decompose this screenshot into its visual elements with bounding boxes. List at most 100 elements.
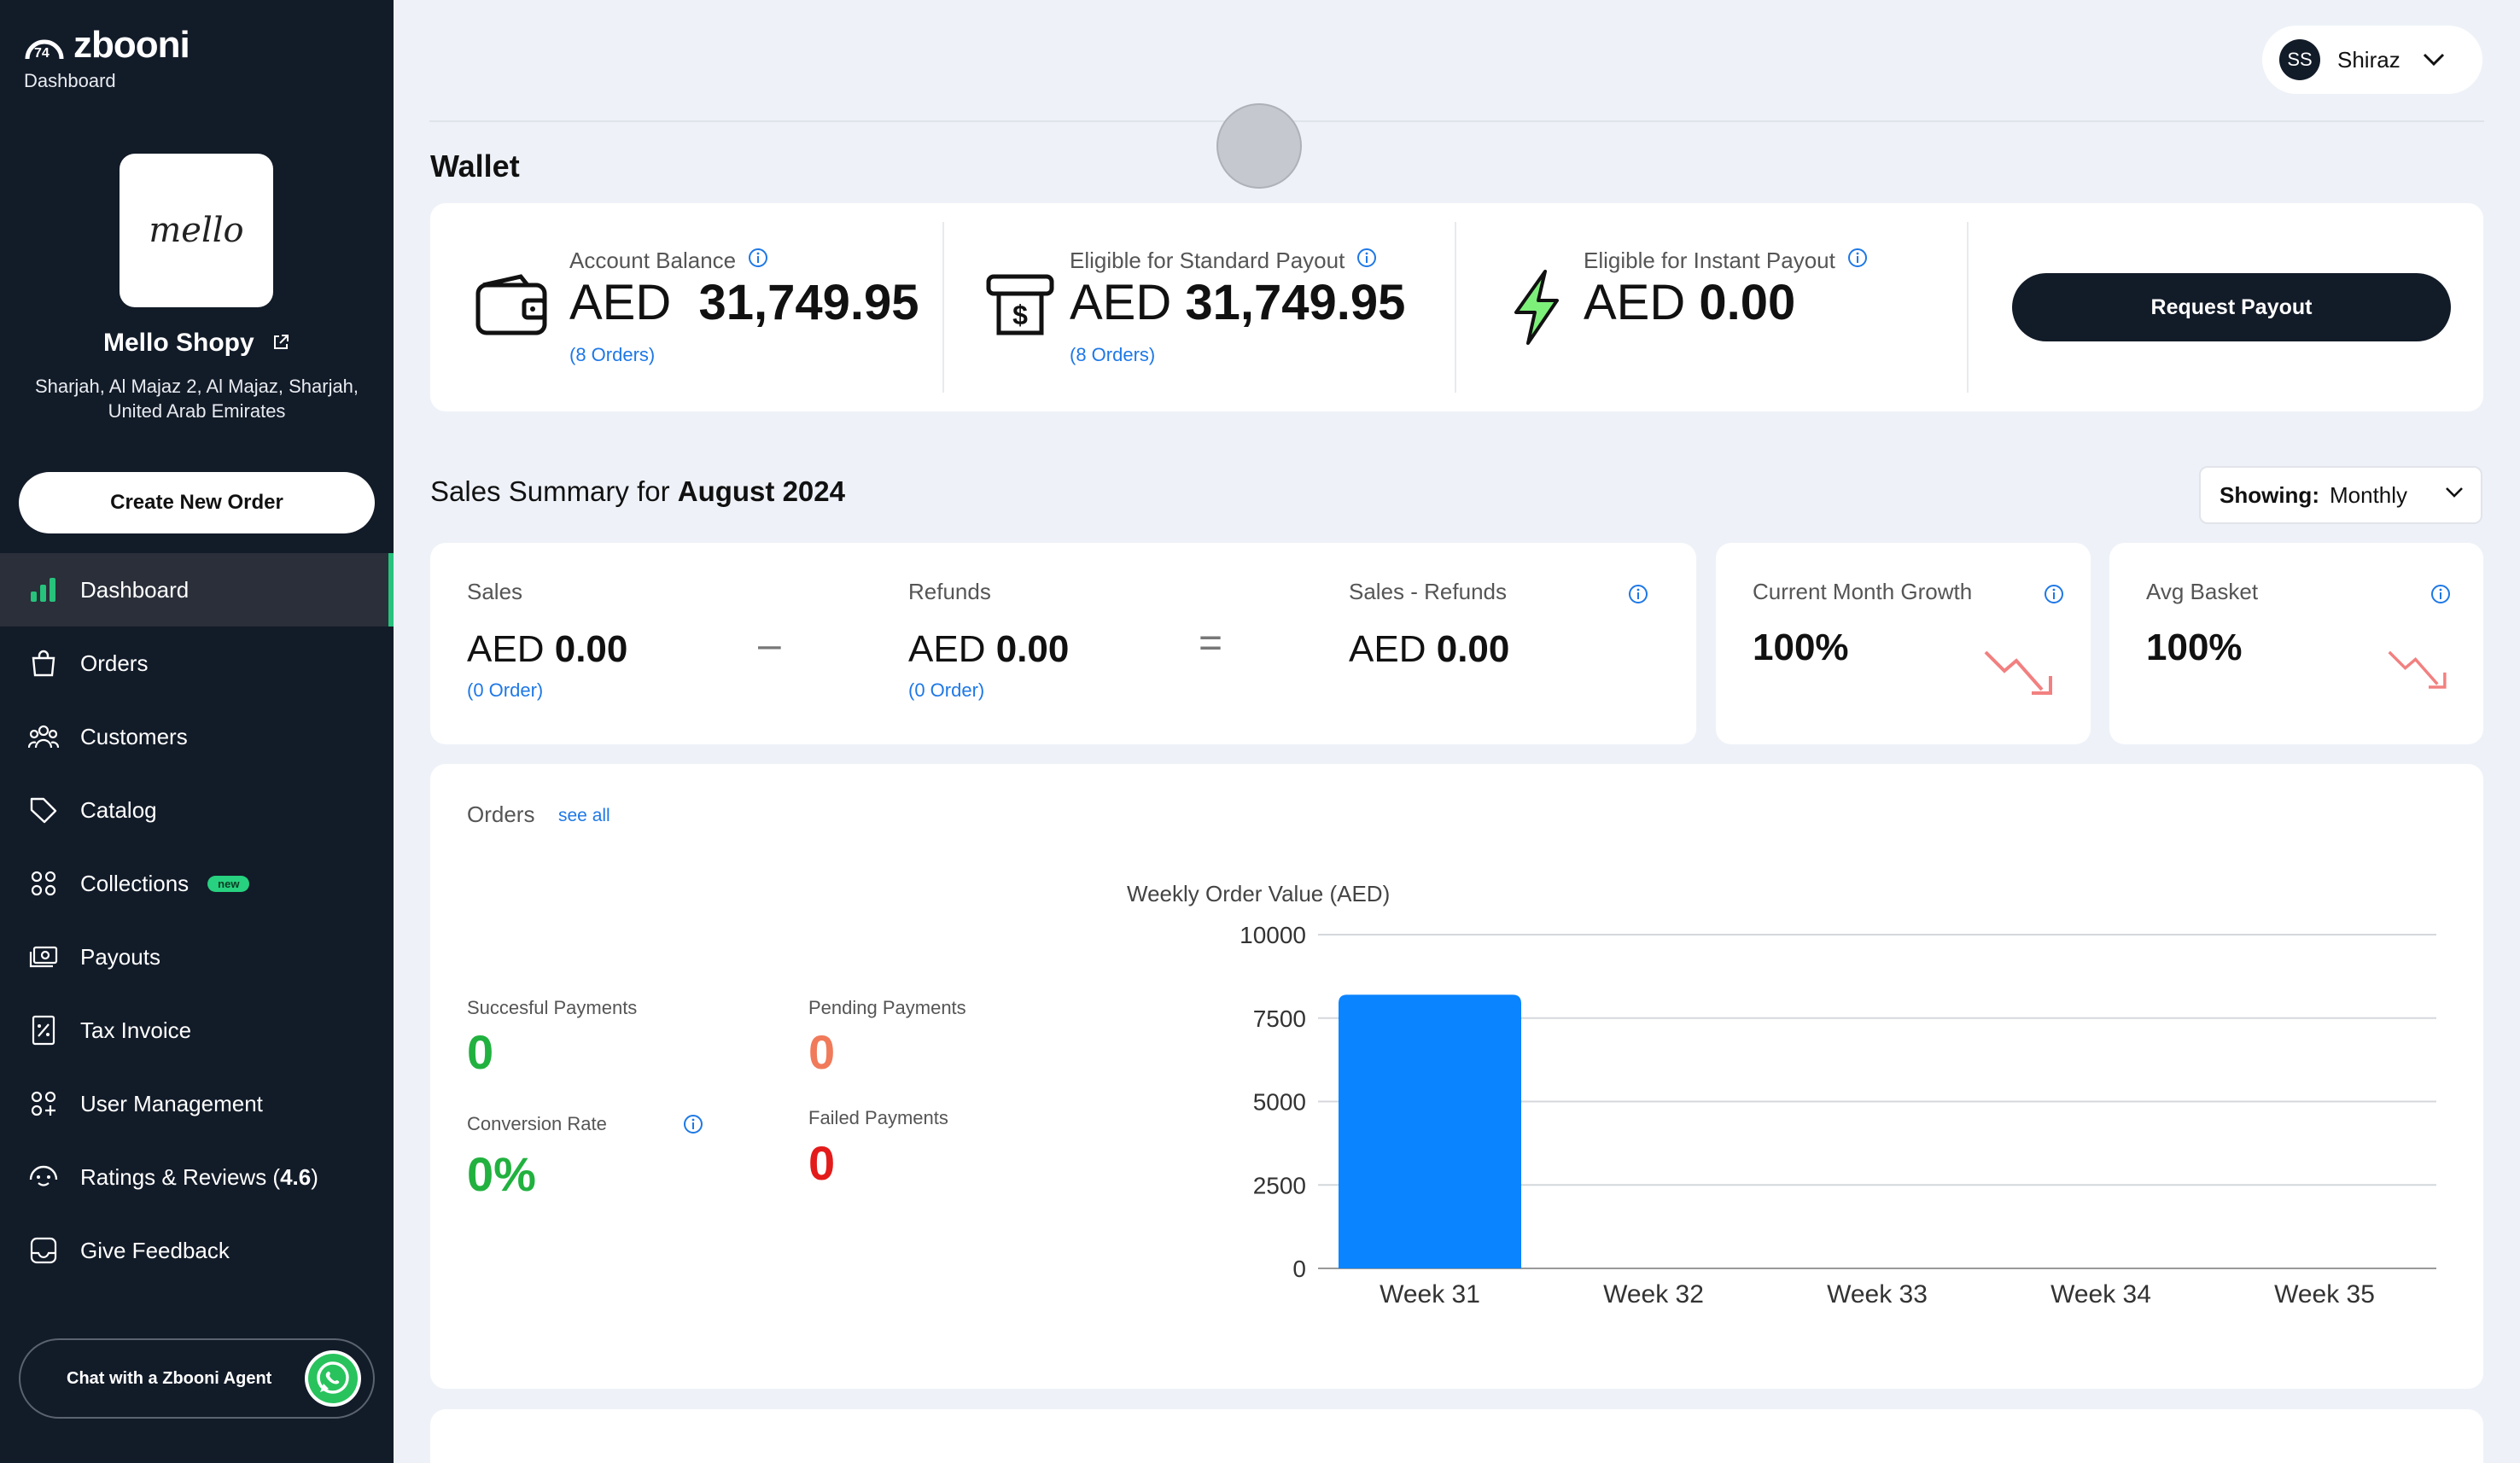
y-tick-label: 7500 (1253, 1005, 1306, 1032)
sidebar-item-ratings-reviews[interactable]: Ratings & Reviews (4.6) (0, 1140, 394, 1214)
currency: AED (908, 628, 986, 670)
sales-orders-link[interactable]: (0 Order) (467, 679, 544, 701)
sales-summary-title: Sales Summary for August 2024 (430, 475, 845, 508)
sales-card: Sales AED 0.00 (0 Order) – Refunds AED 0… (430, 543, 1696, 744)
bar (1339, 994, 1521, 1268)
showing-label: Showing: (2220, 481, 2319, 508)
currency: AED (467, 628, 545, 670)
avg-basket-value: 100% (2146, 627, 2243, 668)
sales-summary-period: August 2024 (677, 475, 845, 507)
sidebar-item-customers[interactable]: Customers (0, 700, 394, 773)
growth-card: Current Month Growth 100% (1716, 543, 2091, 744)
sidebar-item-label: User Management (80, 1090, 263, 1116)
minus-sign: – (758, 622, 781, 667)
sidebar-item-user-management[interactable]: User Management (0, 1067, 394, 1140)
account-balance-orders-link[interactable]: (8 Orders) (569, 344, 656, 365)
chat-agent-label: Chat with a Zbooni Agent (67, 1368, 272, 1388)
y-tick-label: 10000 (1240, 922, 1306, 948)
info-icon[interactable] (683, 1114, 703, 1139)
standard-payout-label: Eligible for Standard Payout (1070, 248, 1345, 273)
info-icon[interactable] (1847, 248, 1868, 274)
payout-icon (27, 941, 60, 973)
divider (942, 222, 944, 393)
sidebar-item-label: Customers (80, 723, 188, 749)
failed-payments-value: 0 (808, 1136, 836, 1190)
sales-summary-prefix: Sales Summary for (430, 475, 678, 507)
net-sales-label: Sales - Refunds (1349, 579, 1507, 604)
currency: AED (1349, 628, 1426, 670)
wallet-card: Account Balance AED 31,749.95 (8 Orders)… (430, 203, 2483, 411)
sidebar-item-catalog[interactable]: Catalog (0, 773, 394, 847)
create-new-order-button[interactable]: Create New Order (19, 472, 375, 533)
refunds-orders-link[interactable]: (0 Order) (908, 679, 985, 701)
net-sales-amount: 0.00 (1436, 628, 1510, 670)
currency: AED (569, 275, 672, 330)
x-tick-label: Week 35 (2274, 1280, 2375, 1309)
sidebar-item-label: Ratings & Reviews ( (80, 1163, 281, 1190)
instant-payout-label: Eligible for Instant Payout (1584, 248, 1835, 273)
refunds-label: Refunds (908, 579, 991, 604)
grid-icon (27, 867, 60, 900)
standard-payout-orders-link[interactable]: (8 Orders) (1070, 344, 1156, 365)
sidebar-item-tax-invoice[interactable]: Tax Invoice (0, 994, 394, 1067)
see-all-link[interactable]: see all (558, 806, 610, 825)
info-icon[interactable] (748, 248, 768, 274)
successful-payments-value: 0 (467, 1025, 494, 1079)
sidebar-item-label: Dashboard (80, 576, 190, 603)
request-payout-button[interactable]: Request Payout (2012, 273, 2451, 341)
info-icon[interactable] (1356, 248, 1377, 274)
rating-value: 4.6 (280, 1163, 312, 1190)
bar-chart-icon (27, 574, 60, 606)
sidebar-item-orders[interactable]: Orders (0, 627, 394, 700)
growth-label: Current Month Growth (1753, 579, 1973, 604)
user-menu[interactable]: SS Shiraz (2262, 26, 2482, 94)
brand-logo[interactable]: 74 zbooni (24, 24, 190, 67)
conversion-rate-label: Conversion Rate (467, 1113, 607, 1134)
lightning-icon (1514, 270, 1559, 345)
user-name: Shiraz (2337, 46, 2400, 73)
sidebar-item-payouts[interactable]: Payouts (0, 920, 394, 994)
main-content: SS Shiraz Wallet Account Balance AED 31,… (394, 0, 2520, 1463)
info-icon[interactable] (2430, 584, 2451, 609)
sales-label: Sales (467, 579, 523, 604)
standard-payout-amount: 31,749.95 (1185, 275, 1406, 330)
pending-payments-label: Pending Payments (808, 997, 966, 1018)
account-balance-amount: 31,749.95 (698, 275, 919, 330)
pending-payments-value: 0 (808, 1025, 836, 1079)
store-address: Sharjah, Al Majaz 2, Al Majaz, Sharjah, … (34, 376, 359, 422)
wallet-title: Wallet (430, 149, 520, 184)
sidebar-item-label: Give Feedback (80, 1237, 230, 1263)
external-link-icon[interactable] (271, 329, 290, 358)
x-tick-label: Week 31 (1380, 1280, 1480, 1309)
y-tick-label: 5000 (1253, 1089, 1306, 1116)
new-badge: new (207, 875, 250, 892)
feedback-icon (27, 1234, 60, 1267)
store-name[interactable]: Mello Shopy (0, 329, 394, 358)
info-icon[interactable] (1628, 584, 1648, 609)
sidebar-item-label: Orders (80, 650, 149, 676)
sidebar-item-dashboard[interactable]: Dashboard (0, 553, 394, 627)
info-icon[interactable] (2044, 584, 2064, 609)
tag-icon (27, 794, 60, 826)
sidebar-item-label: Tax Invoice (80, 1017, 192, 1043)
users-icon (27, 720, 60, 753)
orders-title: Orders (467, 801, 535, 827)
showing-value: Monthly (2329, 481, 2408, 508)
avg-basket-label: Avg Basket (2146, 579, 2259, 604)
trend-down-icon (1984, 650, 2052, 695)
next-card (430, 1409, 2483, 1463)
period-select[interactable]: Showing: Monthly (2199, 466, 2482, 524)
instant-payout: Eligible for Instant Payout AED 0.00 (1455, 203, 1967, 411)
svg-text:$: $ (1012, 300, 1028, 330)
header-divider (429, 120, 2484, 122)
sidebar-item-collections[interactable]: Collections new (0, 847, 394, 920)
avg-basket-card: Avg Basket 100% (2109, 543, 2483, 744)
refunds-amount: 0.00 (995, 628, 1070, 670)
divider (1967, 222, 1969, 393)
chat-agent-button[interactable]: Chat with a Zbooni Agent (19, 1338, 375, 1419)
avatar: SS (2279, 39, 2320, 80)
sidebar-item-label: Payouts (80, 943, 160, 970)
sidebar-item-give-feedback[interactable]: Give Feedback (0, 1214, 394, 1287)
store-name-label: Mello Shopy (102, 329, 254, 357)
svg-text:74: 74 (34, 46, 50, 61)
